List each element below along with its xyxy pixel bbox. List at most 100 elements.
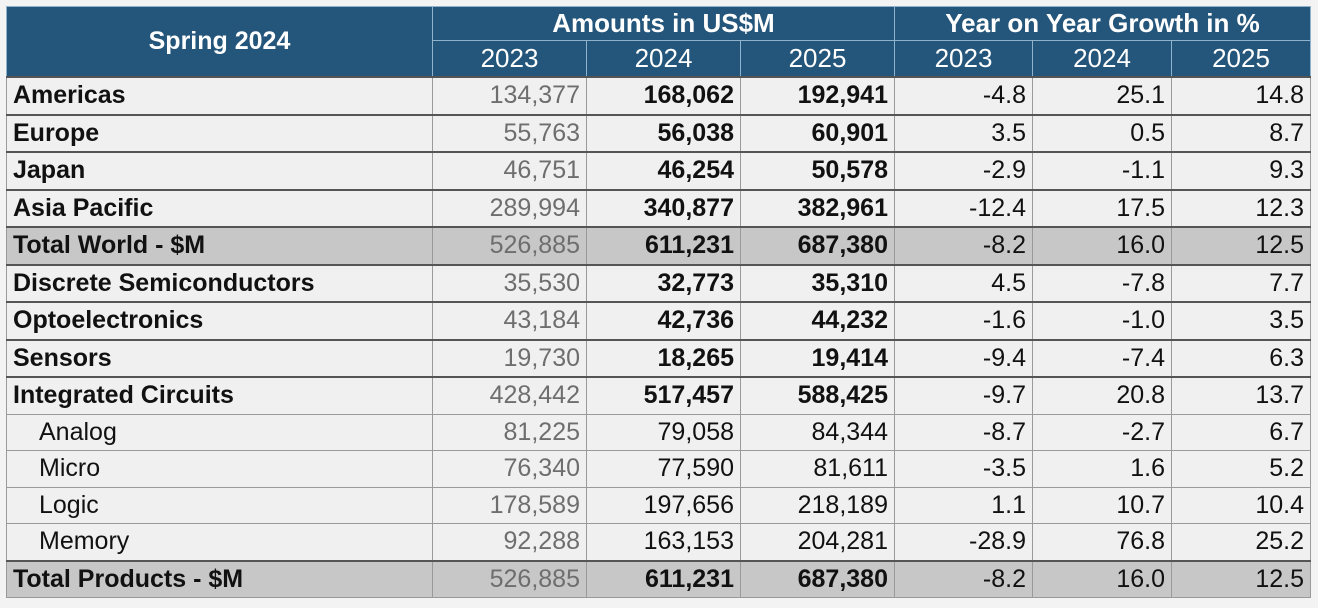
growth-2024: -1.1 [1032,151,1172,190]
amount-2023: 134,377 [432,76,587,115]
year-header: 2025 [1171,40,1311,78]
growth-2024: -7.4 [1032,339,1172,378]
growth-2025: 3.5 [1171,301,1311,340]
amount-2024: 18,265 [586,339,741,378]
forecast-table: Spring 2024 Amounts in US$M Year on Year… [6,6,1311,598]
growth-2023: -8.7 [894,413,1033,451]
amount-2025: 687,380 [740,226,895,265]
row-label: Total Products - $M [6,560,433,598]
row-label: Discrete Semiconductors [6,264,433,303]
amount-2023: 35,530 [432,264,587,303]
growth-2025: 13.7 [1171,376,1311,415]
row-label: Japan [6,151,433,190]
amount-2025: 35,310 [740,264,895,303]
amount-2023: 19,730 [432,339,587,378]
growth-2024: 16.0 [1032,226,1172,265]
row-label: Americas [6,76,433,115]
growth-2025: 10.4 [1171,486,1311,524]
amount-2025: 60,901 [740,114,895,153]
growth-group-header: Year on Year Growth in % [894,6,1311,41]
growth-2025: 14.8 [1171,76,1311,115]
amount-2024: 168,062 [586,76,741,115]
amount-2023: 43,184 [432,301,587,340]
growth-2023: -9.4 [894,339,1033,378]
growth-2025: 5.2 [1171,450,1311,488]
total-row: Total World - $M 526,885 611,231 687,380… [6,226,1311,265]
table-row: Discrete Semiconductors 35,530 32,773 35… [6,264,1311,303]
amount-2025: 218,189 [740,486,895,524]
amount-2025: 382,961 [740,189,895,228]
row-label: Asia Pacific [6,189,433,228]
growth-2024: 0.5 [1032,114,1172,153]
growth-2023: -9.7 [894,376,1033,415]
corner-title: Spring 2024 [6,6,433,78]
sub-row: Micro 76,340 77,590 81,611 -3.5 1.6 5.2 [6,450,1311,488]
table-row: Asia Pacific 289,994 340,877 382,961 -12… [6,189,1311,228]
growth-2025: 12.5 [1171,226,1311,265]
amount-2024: 197,656 [586,486,741,524]
amount-2024: 517,457 [586,376,741,415]
growth-2024: 76.8 [1032,523,1172,561]
sub-row: Logic 178,589 197,656 218,189 1.1 10.7 1… [6,486,1311,524]
row-label: Total World - $M [6,226,433,265]
amount-2024: 46,254 [586,151,741,190]
table-row: Americas 134,377 168,062 192,941 -4.8 25… [6,76,1311,115]
table-row: Japan 46,751 46,254 50,578 -2.9 -1.1 9.3 [6,151,1311,190]
amount-2025: 204,281 [740,523,895,561]
growth-2024: 16.0 [1032,560,1172,598]
sub-row: Memory 92,288 163,153 204,281 -28.9 76.8… [6,523,1311,561]
amount-2023: 92,288 [432,523,587,561]
growth-2025: 7.7 [1171,264,1311,303]
row-label: Optoelectronics [6,301,433,340]
year-header: 2023 [432,40,587,78]
row-label: Memory [6,523,433,561]
growth-2024: 20.8 [1032,376,1172,415]
growth-2025: 9.3 [1171,151,1311,190]
row-label: Logic [6,486,433,524]
table-row: Sensors 19,730 18,265 19,414 -9.4 -7.4 6… [6,339,1311,378]
amount-2024: 611,231 [586,560,741,598]
amount-2023: 526,885 [432,226,587,265]
amount-2023: 76,340 [432,450,587,488]
amount-2023: 428,442 [432,376,587,415]
total-row: Total Products - $M 526,885 611,231 687,… [6,560,1311,598]
amount-2023: 526,885 [432,560,587,598]
growth-2023: 1.1 [894,486,1033,524]
amount-2023: 81,225 [432,413,587,451]
table-row: Integrated Circuits 428,442 517,457 588,… [6,376,1311,415]
growth-2024: 25.1 [1032,76,1172,115]
growth-2024: 17.5 [1032,189,1172,228]
amount-2025: 81,611 [740,450,895,488]
growth-2023: -2.9 [894,151,1033,190]
amount-2024: 32,773 [586,264,741,303]
amounts-group-header: Amounts in US$M [432,6,895,41]
amount-2025: 50,578 [740,151,895,190]
amount-2025: 192,941 [740,76,895,115]
amount-2025: 19,414 [740,339,895,378]
year-header: 2023 [894,40,1033,78]
growth-2025: 6.7 [1171,413,1311,451]
amount-2024: 611,231 [586,226,741,265]
growth-2023: -8.2 [894,560,1033,598]
year-header: 2025 [740,40,895,78]
growth-2025: 25.2 [1171,523,1311,561]
amount-2025: 687,380 [740,560,895,598]
growth-2023: -8.2 [894,226,1033,265]
amount-2023: 55,763 [432,114,587,153]
amount-2023: 46,751 [432,151,587,190]
table-body: Americas 134,377 168,062 192,941 -4.8 25… [6,76,1311,598]
growth-2023: -28.9 [894,523,1033,561]
amount-2024: 42,736 [586,301,741,340]
amount-2025: 588,425 [740,376,895,415]
growth-2024: -2.7 [1032,413,1172,451]
amount-2023: 178,589 [432,486,587,524]
year-header: 2024 [1032,40,1172,78]
growth-2024: -1.0 [1032,301,1172,340]
growth-2023: 4.5 [894,264,1033,303]
amount-2024: 340,877 [586,189,741,228]
growth-2023: -4.8 [894,76,1033,115]
amount-2023: 289,994 [432,189,587,228]
amount-2024: 77,590 [586,450,741,488]
growth-2023: 3.5 [894,114,1033,153]
row-label: Micro [6,450,433,488]
